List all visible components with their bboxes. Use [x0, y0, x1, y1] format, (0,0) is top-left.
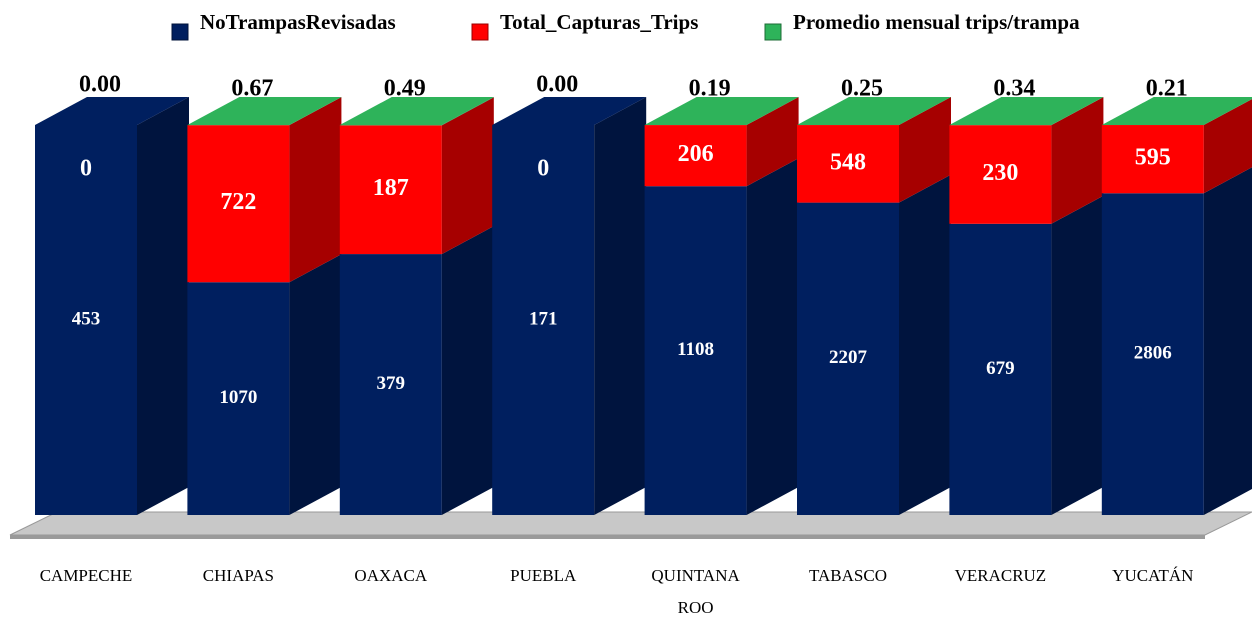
bar-side [899, 175, 951, 515]
bar-side [747, 158, 799, 515]
value-label: 2207 [829, 347, 868, 368]
chart: NoTrampasRevisadas Total_Capturas_Trips Pr… [0, 0, 1252, 610]
bar-side [137, 97, 189, 515]
value-label: 0 [80, 156, 92, 182]
x-tick-label: PUEBLA [478, 560, 608, 592]
value-label: 0.34 [993, 76, 1035, 102]
legend-label: Promedio mensual trips/trampa [793, 10, 1080, 34]
page: NoTrampasRevisadas Total_Capturas_Trips Pr… [0, 0, 1252, 610]
value-label: 0.00 [536, 72, 578, 98]
value-label: 679 [986, 358, 1015, 379]
value-label: 1108 [677, 339, 714, 360]
bar-side [1204, 165, 1252, 515]
x-tick-label: CHIAPAS [173, 560, 303, 592]
bar-side [289, 97, 341, 282]
legend-label: Total_Capturas_Trips [500, 10, 698, 34]
x-tick-label: VERACRUZ [935, 560, 1065, 592]
value-label: 0 [537, 156, 549, 182]
value-label: 0.67 [231, 76, 273, 102]
value-label: 187 [373, 175, 409, 201]
bar-side [1051, 196, 1103, 515]
value-label: 0.21 [1146, 76, 1188, 102]
value-label: 0.25 [841, 76, 883, 102]
floor [10, 512, 1252, 535]
value-label: 548 [830, 149, 866, 175]
bar-side [594, 97, 646, 515]
value-label: 1070 [219, 387, 257, 408]
bar-side [289, 254, 341, 515]
bar-side [442, 226, 494, 515]
value-label: 722 [220, 189, 256, 215]
x-tick-label: CAMPECHE [21, 560, 151, 592]
legend-marker [172, 24, 188, 40]
value-label: 0.19 [689, 76, 731, 102]
legend-label: NoTrampasRevisadas [200, 10, 396, 34]
value-label: 171 [529, 308, 558, 329]
legend-marker [765, 24, 781, 40]
x-tick-label: YUCATÁN [1088, 560, 1218, 592]
x-tick-label: OAXACA [326, 560, 456, 592]
x-tick-label: TABASCO [783, 560, 913, 592]
legend-marker [472, 24, 488, 40]
value-label: 453 [72, 308, 101, 329]
value-label: 379 [377, 373, 406, 394]
value-label: 0.49 [384, 76, 426, 102]
value-label: 0.00 [79, 72, 121, 98]
value-label: 206 [678, 141, 714, 167]
value-label: 595 [1135, 145, 1171, 171]
value-label: 2806 [1134, 342, 1172, 363]
x-tick-label: QUINTANA ROO [646, 560, 746, 624]
floor-edge [10, 535, 1205, 539]
value-label: 230 [982, 160, 1018, 186]
